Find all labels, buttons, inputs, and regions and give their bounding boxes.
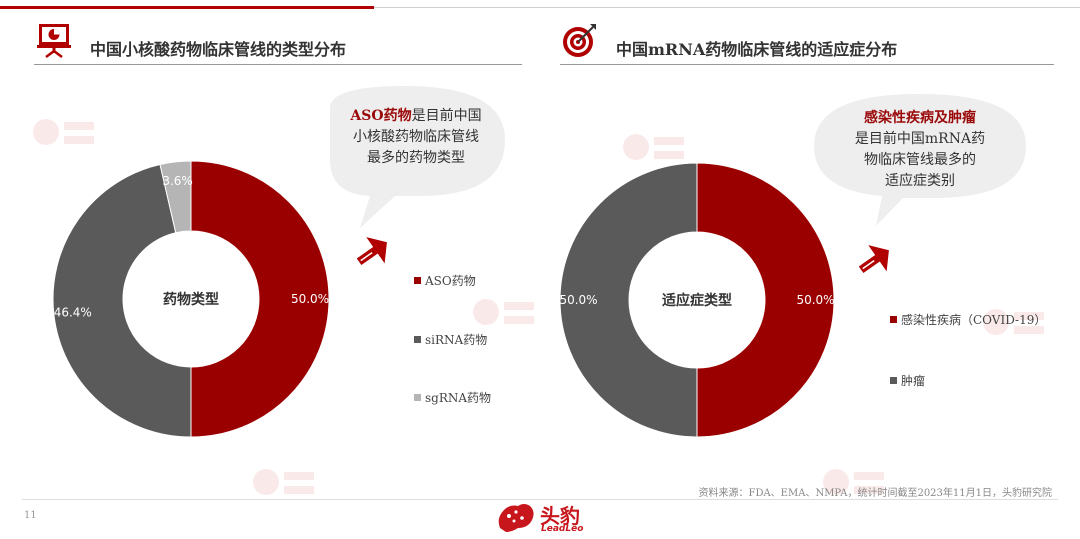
legend-swatch [890, 377, 897, 384]
left-bubble-highlight: ASO药物 [350, 108, 412, 124]
slice-value-label: 50.0% [291, 292, 329, 306]
legend-label: sgRNA药物 [425, 391, 492, 405]
donut-slice-0 [696, 162, 835, 438]
watermark-logo-icon [33, 119, 94, 145]
watermark-logo-icon [473, 299, 534, 325]
legend-swatch [414, 277, 421, 284]
left-bubble-line1: 是目前中国 [411, 108, 482, 124]
right-callout-bubble: 感染性疾病及肿瘤 是目前中国mRNA药 物临床管线最多的 适应症类别 [808, 86, 1030, 236]
donut-center-label: 适应症类型 [662, 292, 732, 309]
left-bubble-line3: 最多的药物类型 [367, 150, 465, 166]
legend-label: 感染性疾病（COVID-19） [901, 313, 1047, 327]
right-bubble-line2: 是目前中国mRNA药 [854, 131, 986, 147]
legend-label: 肿瘤 [901, 374, 926, 388]
legend-item-infectious: 感染性疾病（COVID-19） [890, 311, 1046, 328]
legend-swatch [414, 394, 421, 401]
left-callout-bubble: ASO药物是目前中国 小核酸药物临床管线 最多的药物类型 [300, 78, 510, 238]
left-pointer-arrow-icon [356, 237, 387, 266]
presentation-chart-icon [37, 24, 71, 58]
watermark-logo-icon [623, 134, 684, 160]
right-bubble-highlight: 感染性疾病及肿瘤 [864, 110, 976, 126]
left-bubble-text: ASO药物是目前中国 小核酸药物临床管线 最多的药物类型 [328, 106, 504, 169]
right-bubble-text: 感染性疾病及肿瘤 是目前中国mRNA药 物临床管线最多的 适应症类别 [818, 108, 1022, 192]
watermark-logo-icon [983, 309, 1044, 335]
bubble-shape [330, 86, 505, 228]
legend-item-aso: ASO药物 [414, 272, 476, 289]
legend-swatch [890, 316, 897, 323]
donut-slice-2 [159, 160, 192, 234]
brand-logo: 头豹 LeadLeo [494, 498, 594, 536]
legend-item-tumor: 肿瘤 [890, 372, 925, 389]
right-panel-header: 中国mRNA药物临床管线的适应症分布 [560, 20, 1054, 65]
left-panel-header: 中国小核酸药物临床管线的类型分布 [34, 20, 522, 65]
footer-divider [22, 499, 1058, 500]
source-note: 资料来源：FDA、EMA、NMPA，统计时间截至2023年11月1日，头豹研究院 [698, 488, 1053, 499]
right-donut-chart: 50.0% 50.0% 适应症类型 [559, 162, 835, 438]
legend-item-sgrna: sgRNA药物 [414, 389, 491, 406]
top-accent-line [0, 6, 374, 9]
brand-subname: LeadLeo [541, 524, 584, 534]
slice-value-label: 3.6% [162, 174, 193, 188]
donut-slice-1 [559, 162, 698, 438]
left-header-rule [34, 64, 522, 65]
slice-value-label: 50.0% [796, 293, 834, 307]
donut-slice-0 [190, 160, 330, 438]
left-donut-chart: 50.0% 46.4% 3.6% 药物类型 [52, 160, 330, 438]
top-divider-line [374, 7, 1080, 8]
leopard-logo-icon [498, 504, 534, 532]
legend-label: siRNA药物 [425, 333, 488, 347]
right-pointer-arrow-icon [858, 245, 889, 274]
watermark-logo-icon [823, 469, 884, 495]
right-bubble-line3: 物临床管线最多的 [864, 152, 976, 168]
right-header-rule [560, 64, 1054, 65]
left-bubble-line2: 小核酸药物临床管线 [353, 129, 479, 145]
watermark-logo-icon [253, 469, 314, 495]
brand-name: 头豹 [540, 504, 580, 528]
left-panel-title: 中国小核酸药物临床管线的类型分布 [90, 40, 347, 59]
donut-center-label: 药物类型 [163, 291, 219, 308]
right-panel-title: 中国mRNA药物临床管线的适应症分布 [616, 40, 898, 59]
bubble-shape [814, 94, 1026, 226]
slice-value-label: 50.0% [559, 293, 597, 307]
slice-value-label: 46.4% [54, 305, 92, 319]
legend-label: ASO药物 [425, 274, 476, 288]
donut-slice-1 [52, 163, 192, 438]
legend-swatch [414, 336, 421, 343]
target-icon [563, 24, 596, 57]
page-number: 11 [24, 510, 37, 521]
right-bubble-line4: 适应症类别 [885, 173, 955, 189]
legend-item-sirna: siRNA药物 [414, 331, 487, 348]
